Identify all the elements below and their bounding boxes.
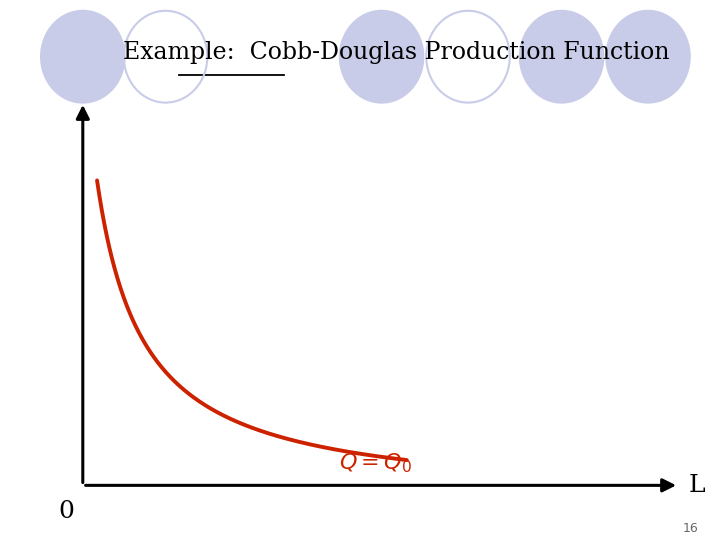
- Text: 16: 16: [683, 522, 698, 535]
- Text: $Q = Q_0$: $Q = Q_0$: [339, 451, 412, 475]
- Text: Example:  Cobb-Douglas Production Function: Example: Cobb-Douglas Production Functio…: [122, 40, 670, 64]
- Text: K: K: [72, 70, 94, 93]
- Text: 0: 0: [58, 500, 75, 523]
- Text: L: L: [688, 474, 706, 497]
